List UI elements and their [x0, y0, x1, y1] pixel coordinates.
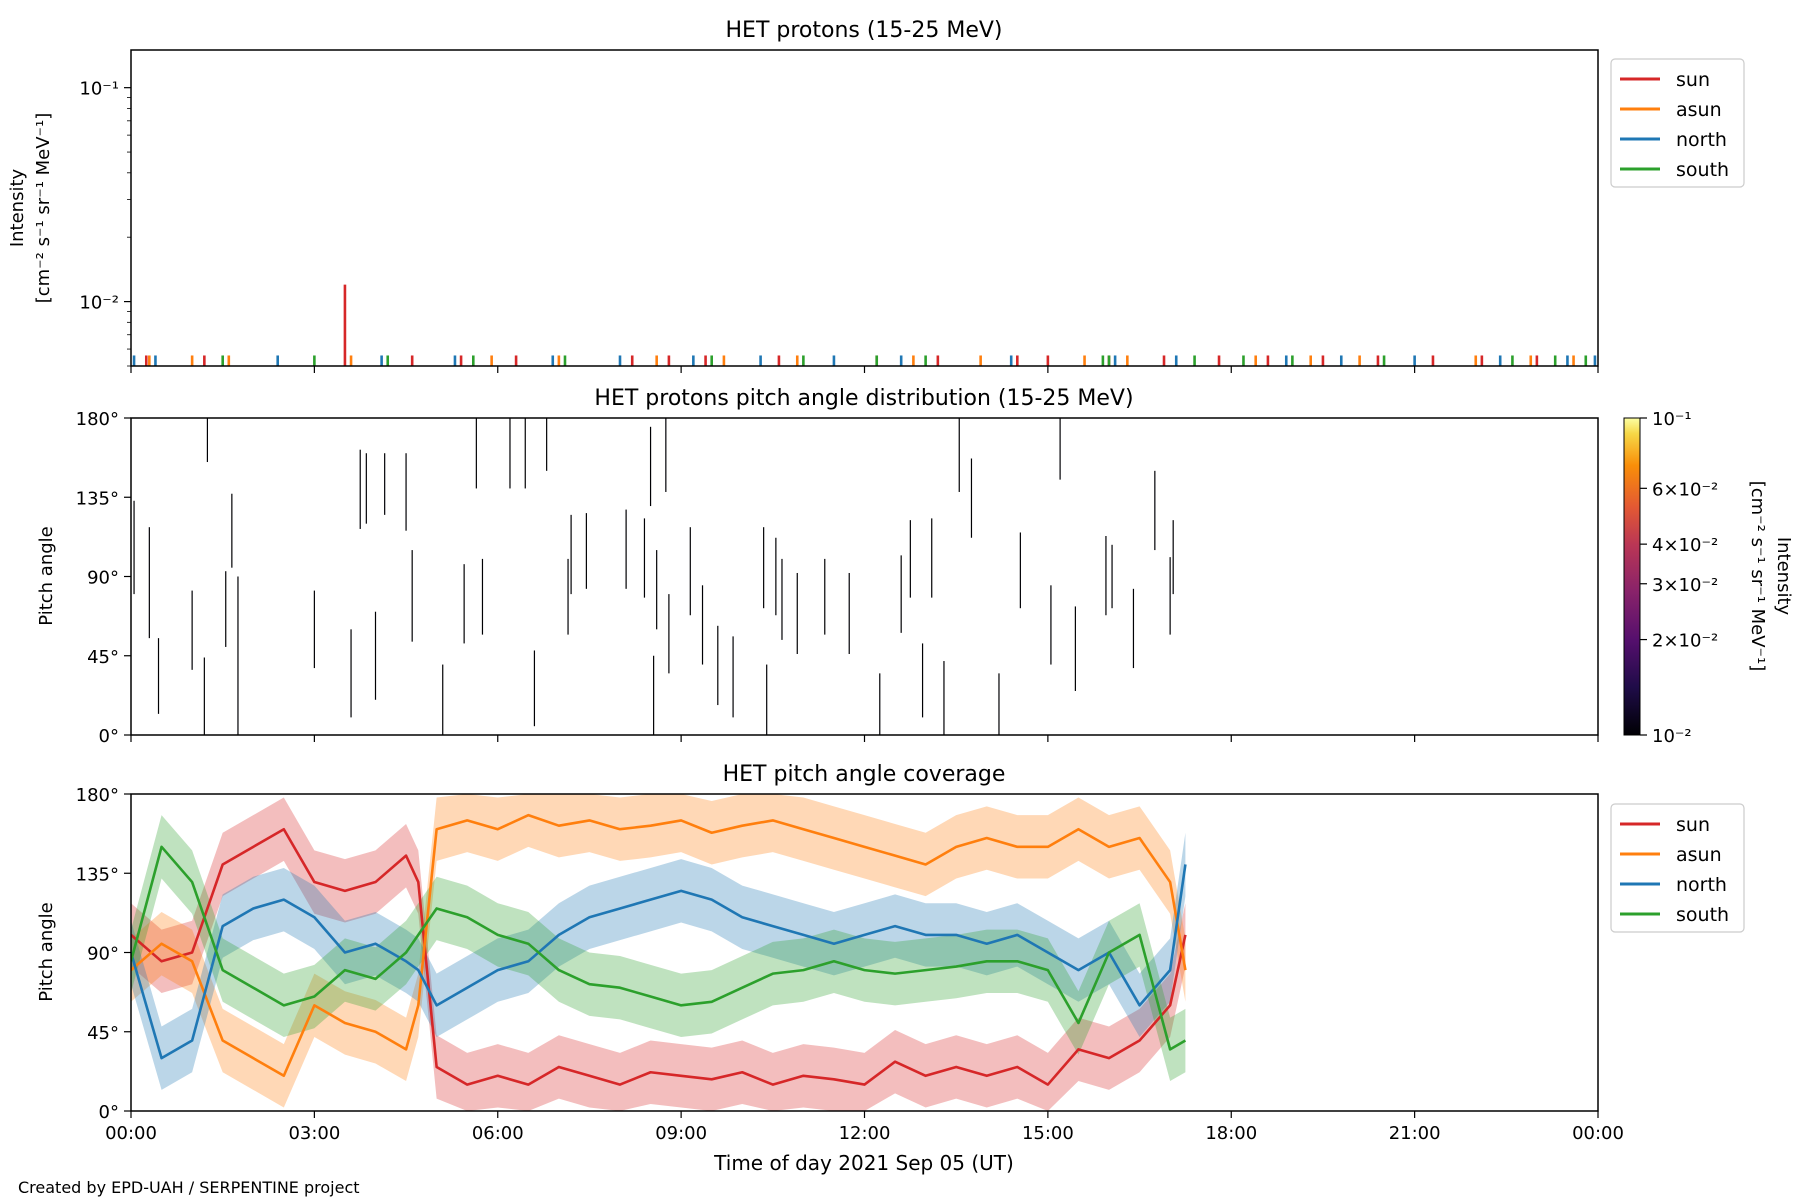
coverage-band-asun: [131, 794, 1186, 1108]
x-tick-label: 06:00: [472, 1123, 524, 1144]
panel1-legend: sun asun north south: [1610, 58, 1745, 188]
coverage-band-north: [131, 832, 1186, 1090]
colorbar-ticks: 10⁻² 2×10⁻² 3×10⁻² 4×10⁻² 6×10⁻² 10⁻¹: [1640, 409, 1718, 747]
colorbar-tick-label: 10⁻²: [1652, 726, 1692, 747]
y-tick-label: 135°: [76, 864, 119, 885]
colorbar-label-line2: [cm⁻² s⁻¹ sr⁻¹ MeV⁻¹]: [1747, 481, 1768, 672]
panel3-y-ticks: 0° 45° 90° 135° 180°: [76, 785, 131, 1123]
panel1-x-ticks: [130, 366, 1599, 373]
colorbar-label-line1: Intensity: [1773, 537, 1794, 616]
colorbar-tick-label: 10⁻¹: [1652, 409, 1692, 430]
panel2-heatmap: [133, 418, 1174, 735]
colorbar-gradient: [1623, 417, 1641, 736]
panel3-series: [131, 794, 1187, 1111]
legend-label-asun: asun: [1676, 99, 1722, 121]
colorbar-tick-label: 6×10⁻²: [1652, 479, 1718, 500]
y-tick-label: 135°: [76, 488, 119, 509]
x-tick-label: 18:00: [1205, 1123, 1257, 1144]
panel1-y-ticks: 10⁻² 10⁻¹: [79, 79, 131, 367]
y-tick-label: 180°: [76, 409, 119, 430]
coverage-line-asun: [131, 813, 1187, 1078]
panel2-ylabel: Pitch angle: [36, 526, 57, 625]
x-tick-label: 03:00: [288, 1123, 340, 1144]
panel-pad: HET protons pitch angle distribution (15…: [36, 386, 1794, 747]
y-tick-label: 0°: [99, 726, 119, 747]
legend-label-sun: sun: [1676, 814, 1710, 836]
coverage-line-south: [131, 845, 1187, 1051]
x-axis-label: Time of day 2021 Sep 05 (UT): [713, 1151, 1014, 1175]
x-tick-label: 12:00: [839, 1123, 891, 1144]
y-tick-label: 45°: [87, 1023, 119, 1044]
panel3-ylabel: Pitch angle: [36, 902, 57, 1001]
panel3-legend: sun asun north south: [1610, 803, 1745, 933]
colorbar-tick-label: 3×10⁻²: [1652, 575, 1718, 596]
panel1-series: [132, 284, 1597, 366]
x-tick-label: 00:00: [105, 1123, 157, 1144]
panel1-ylabel-line1: Intensity: [7, 168, 28, 247]
panel2-y-ticks: 0° 45° 90° 135° 180°: [76, 409, 131, 747]
x-tick-label: 00:00: [1572, 1123, 1624, 1144]
y-tick-label: 10⁻¹: [79, 79, 119, 100]
footer-credit: Created by EPD-UAH / SERPENTINE project: [18, 1178, 360, 1197]
y-tick-label: 0°: [99, 1102, 119, 1123]
coverage-line-north: [131, 864, 1187, 1060]
legend-label-north: north: [1676, 874, 1727, 896]
panel2-title: HET protons pitch angle distribution (15…: [594, 386, 1133, 411]
legend-label-north: north: [1676, 129, 1727, 151]
panel1-title: HET protons (15-25 MeV): [726, 18, 1003, 43]
colorbar-tick-label: 2×10⁻²: [1652, 631, 1718, 652]
panel3-title: HET pitch angle coverage: [723, 762, 1006, 787]
coverage-band-sun: [131, 797, 1186, 1111]
legend-label-asun: asun: [1676, 844, 1722, 866]
legend-label-sun: sun: [1676, 69, 1710, 91]
panel-coverage: HET pitch angle coverage 0° 45° 90° 135° 180…: [36, 762, 1745, 1175]
y-tick-label: 90°: [87, 568, 119, 589]
legend-label-south: south: [1676, 904, 1729, 926]
x-tick-label: 15:00: [1022, 1123, 1074, 1144]
y-tick-label: 10⁻²: [79, 293, 119, 314]
x-tick-label: 09:00: [655, 1123, 707, 1144]
panel1-ylabel-line2: [cm⁻² s⁻¹ sr⁻¹ MeV⁻¹]: [33, 113, 54, 304]
legend-label-south: south: [1676, 159, 1729, 181]
legend-box: [1610, 803, 1745, 933]
coverage-line-sun: [131, 827, 1187, 1086]
y-tick-label: 180°: [76, 785, 119, 806]
legend-box: [1610, 58, 1745, 188]
y-tick-label: 45°: [87, 647, 119, 668]
panel3-x-ticks: 00:00 03:00 06:00 09:00 12:00 15:00 18:00 21:00…: [105, 1111, 1624, 1144]
panel2-x-ticks: [130, 735, 1599, 742]
colorbar-tick-label: 4×10⁻²: [1652, 535, 1718, 556]
x-tick-label: 21:00: [1389, 1123, 1441, 1144]
panel-intensity: HET protons (15-25 MeV) 10⁻² 10⁻¹ Intensi…: [7, 18, 1745, 373]
colorbar: 10⁻² 2×10⁻² 3×10⁻² 4×10⁻² 6×10⁻² 10⁻¹ Intensi…: [1623, 409, 1794, 747]
y-tick-label: 90°: [87, 944, 119, 965]
